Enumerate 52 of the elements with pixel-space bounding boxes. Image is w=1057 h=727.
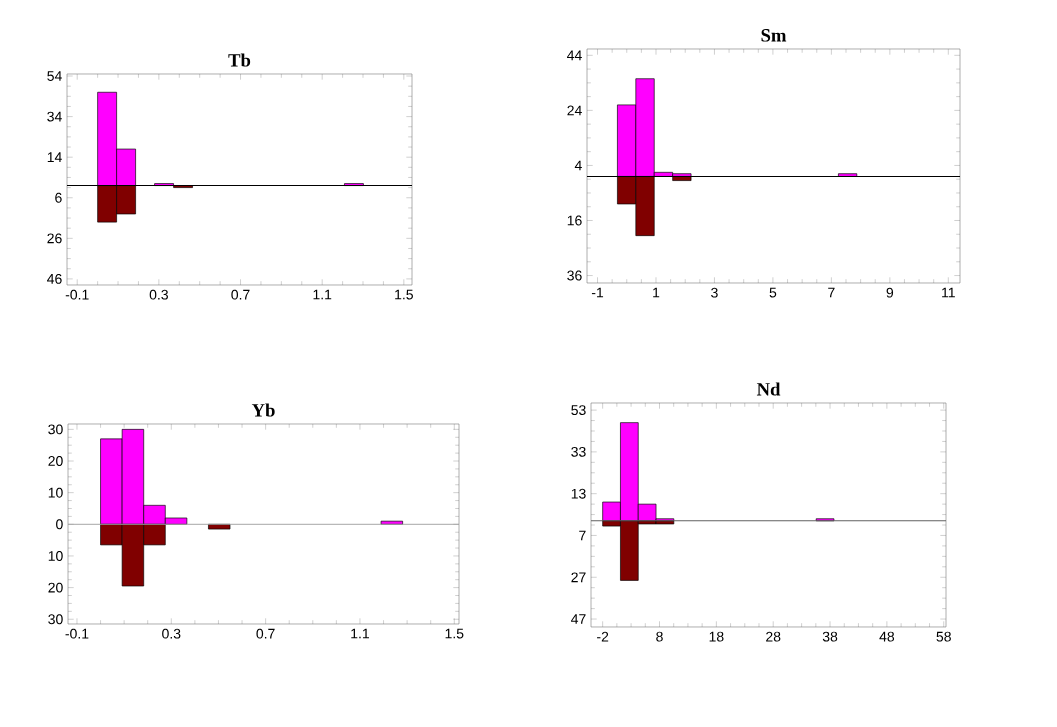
x-tick-label: 28 [766,631,781,642]
y-tick-label: 53 [571,405,586,416]
y-tick-label: 7 [579,530,586,541]
x-tick-label: 3 [711,287,718,298]
x-tick-label: -0.1 [65,628,89,639]
x-tick-label: 11 [942,287,955,298]
y-tick-label: 27 [571,572,586,583]
y-tick-label: 46 [47,273,62,284]
x-tick-label: 38 [822,631,838,642]
y-tick-label: 33 [571,446,586,457]
y-tick-label: 10 [48,551,63,561]
x-tick-label: 1 [653,287,660,298]
x-tick-label: 1.1 [313,289,332,300]
chart-title: Nd [756,382,781,396]
y-tick-label: 14 [47,152,62,162]
y-tick-label: 6 [55,192,62,203]
y-tick-label: 16 [567,215,582,226]
x-tick-label: 9 [886,287,894,298]
y-tick-label: 24 [567,105,582,116]
x-tick-label: 1.1 [351,628,369,639]
x-tick-label: 48 [879,631,895,642]
y-tick-label: 44 [567,50,582,61]
chart-title: Sm [761,29,787,42]
y-tick-label: 47 [571,614,586,624]
x-tick-label: 5 [769,287,777,298]
x-tick-label: 7 [828,287,835,298]
x-tick-label: 0.3 [149,289,168,300]
x-tick-label: -0.1 [65,289,89,300]
y-tick-label: 10 [48,487,63,498]
x-tick-label: 0.7 [231,289,250,300]
y-tick-label: 20 [48,582,63,593]
y-tick-label: 0 [56,519,63,530]
x-tick-label: -2 [597,631,609,642]
x-tick-label: 1.5 [445,628,464,639]
y-tick-label: 26 [47,233,62,244]
y-tick-label: 20 [48,456,63,466]
x-tick-label: 0.3 [162,628,181,639]
y-tick-label: 54 [47,71,62,81]
x-tick-label: -1 [591,287,604,298]
y-tick-label: 30 [48,424,63,435]
chart-title: Tb [228,53,251,67]
y-tick-label: 30 [48,614,63,625]
x-tick-label: 18 [709,631,724,642]
x-tick-label: 58 [936,631,951,642]
y-tick-label: 36 [567,270,582,281]
y-tick-label: 34 [47,111,62,122]
y-tick-label: 13 [571,488,586,499]
x-tick-label: 1.5 [395,289,413,300]
x-tick-label: 8 [656,631,663,642]
x-tick-label: 0.7 [256,628,275,639]
chart-title: Yb [251,403,275,417]
y-tick-label: 4 [574,160,582,171]
